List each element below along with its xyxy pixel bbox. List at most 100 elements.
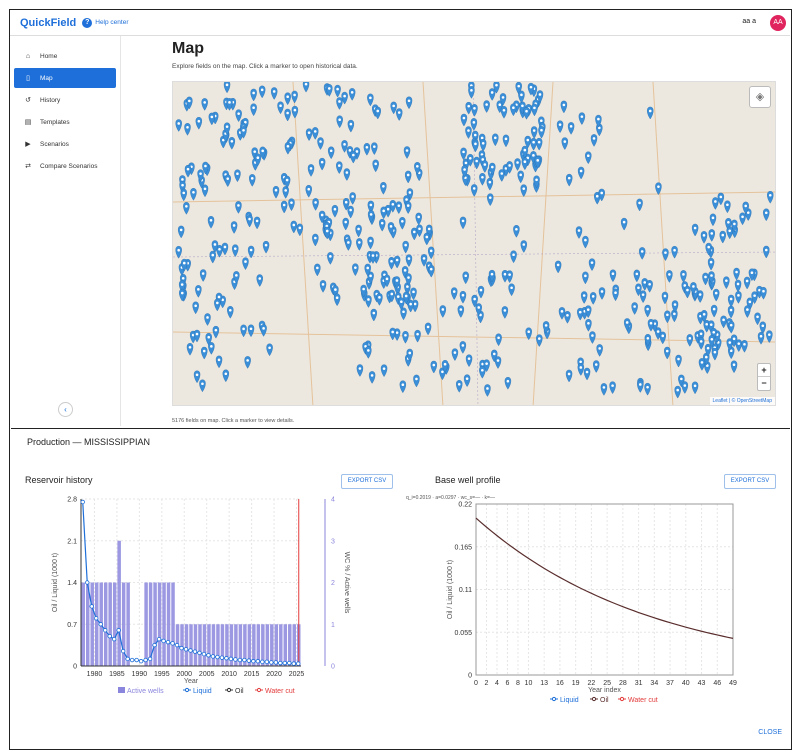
map-marker[interactable]	[307, 164, 315, 177]
map-marker[interactable]	[489, 162, 496, 176]
map-marker[interactable]	[720, 315, 727, 329]
map-marker[interactable]	[707, 257, 715, 271]
map-marker[interactable]	[575, 226, 583, 239]
map-marker[interactable]	[413, 374, 420, 388]
map-marker[interactable]	[398, 297, 405, 311]
map-marker[interactable]	[481, 160, 489, 173]
map-marker[interactable]	[201, 184, 209, 198]
sidebar-item-map[interactable]: ▯ Map	[14, 68, 116, 88]
map-marker[interactable]	[345, 238, 352, 251]
map-marker[interactable]	[465, 354, 473, 368]
map-marker[interactable]	[459, 291, 467, 304]
map-marker[interactable]	[184, 123, 191, 136]
help-center-link[interactable]: Help center	[95, 19, 129, 26]
map-marker[interactable]	[754, 312, 761, 326]
map-marker[interactable]	[488, 88, 496, 101]
map-marker[interactable]	[583, 367, 591, 381]
map-marker[interactable]	[554, 260, 562, 274]
map-marker[interactable]	[388, 289, 396, 303]
map-marker[interactable]	[536, 90, 544, 103]
map-marker[interactable]	[733, 267, 740, 281]
map-marker[interactable]	[518, 90, 525, 104]
map-marker[interactable]	[415, 212, 422, 226]
map-marker[interactable]	[414, 162, 421, 175]
map-marker[interactable]	[585, 151, 592, 165]
map-marker[interactable]	[282, 186, 289, 199]
map-marker[interactable]	[284, 92, 291, 106]
map-marker[interactable]	[531, 103, 538, 117]
map-marker[interactable]	[312, 127, 319, 140]
map-marker[interactable]	[757, 332, 765, 345]
map-marker[interactable]	[763, 245, 770, 259]
map-marker[interactable]	[223, 122, 231, 136]
map-marker[interactable]	[334, 84, 341, 98]
map-marker[interactable]	[708, 271, 715, 284]
close-button[interactable]: CLOSE	[758, 729, 782, 736]
map-marker[interactable]	[462, 271, 469, 285]
map-marker[interactable]	[510, 250, 517, 264]
map-marker[interactable]	[208, 112, 216, 126]
map-marker[interactable]	[402, 331, 409, 344]
map-marker[interactable]	[523, 107, 530, 120]
zoom-in-button[interactable]: +	[758, 364, 770, 377]
map-marker[interactable]	[647, 106, 654, 120]
map-marker[interactable]	[520, 240, 527, 253]
map-marker[interactable]	[209, 250, 216, 264]
map-marker[interactable]	[631, 302, 638, 315]
map-marker[interactable]	[593, 360, 600, 373]
map-marker[interactable]	[558, 307, 566, 320]
map-marker[interactable]	[500, 106, 508, 119]
map-marker[interactable]	[728, 320, 735, 334]
map-marker[interactable]	[691, 223, 699, 237]
map-marker[interactable]	[356, 364, 364, 377]
map-marker[interactable]	[510, 103, 517, 117]
map-marker[interactable]	[389, 200, 397, 213]
map-marker[interactable]	[197, 169, 204, 183]
map-marker[interactable]	[681, 381, 689, 394]
map-marker[interactable]	[598, 188, 605, 202]
map-marker[interactable]	[317, 137, 324, 150]
map-marker[interactable]	[533, 175, 540, 189]
map-marker[interactable]	[767, 191, 774, 204]
map-marker[interactable]	[250, 88, 257, 102]
map-marker[interactable]	[350, 150, 357, 164]
map-marker[interactable]	[468, 86, 475, 99]
map-marker[interactable]	[508, 283, 515, 297]
map-marker[interactable]	[331, 204, 339, 218]
map-marker[interactable]	[205, 332, 212, 346]
map-marker[interactable]	[517, 170, 524, 184]
map-marker[interactable]	[272, 186, 280, 199]
map-marker[interactable]	[742, 201, 749, 215]
map-marker[interactable]	[414, 329, 421, 343]
map-marker[interactable]	[314, 263, 321, 277]
map-marker[interactable]	[369, 251, 377, 264]
map-marker[interactable]	[598, 287, 606, 300]
map-marker[interactable]	[659, 331, 666, 345]
map-marker[interactable]	[246, 214, 253, 228]
export-csv-button[interactable]: EXPORT CSV	[341, 474, 393, 489]
map-marker[interactable]	[696, 290, 704, 303]
map-marker[interactable]	[723, 276, 730, 290]
zoom-out-button[interactable]: −	[761, 378, 767, 388]
map-marker[interactable]	[348, 88, 356, 101]
map-marker[interactable]	[367, 210, 375, 223]
map-marker[interactable]	[473, 156, 480, 170]
map-marker[interactable]	[291, 90, 298, 104]
map-marker[interactable]	[402, 240, 409, 254]
map-marker[interactable]	[175, 246, 182, 259]
map-marker[interactable]	[662, 248, 669, 261]
map-marker[interactable]	[249, 174, 256, 187]
map-marker[interactable]	[347, 119, 355, 133]
map-marker[interactable]	[192, 301, 199, 315]
map-marker[interactable]	[195, 285, 202, 298]
map-marker[interactable]	[228, 137, 236, 150]
map-marker[interactable]	[609, 269, 617, 283]
map-marker[interactable]	[488, 269, 496, 283]
map-marker[interactable]	[347, 205, 354, 219]
map-marker[interactable]	[739, 212, 746, 226]
map-attribution[interactable]: Leaflet | © OpenStreetMap	[709, 397, 775, 405]
map-marker[interactable]	[266, 343, 273, 357]
map-marker[interactable]	[221, 242, 229, 256]
map-marker[interactable]	[524, 135, 531, 149]
map-marker[interactable]	[594, 192, 601, 205]
